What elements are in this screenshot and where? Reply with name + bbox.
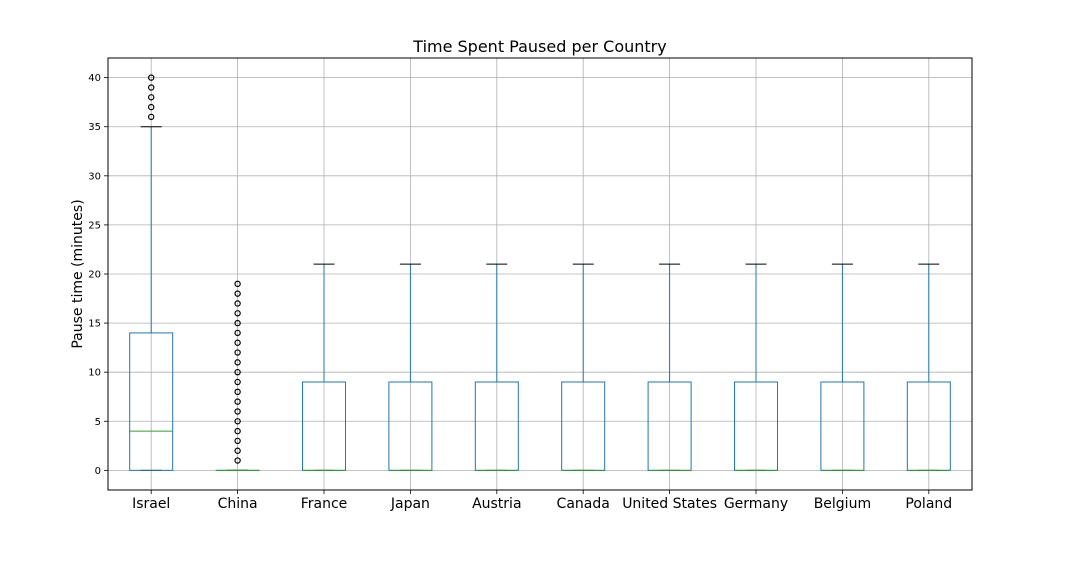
box-series <box>129 74 951 471</box>
box-israel <box>129 74 174 471</box>
box-united-states <box>647 263 692 471</box>
y-tick-label: 5 <box>95 417 101 428</box>
y-tick-label: 10 <box>88 368 101 379</box>
y-tick-label: 30 <box>88 171 101 182</box>
box-china <box>215 280 260 471</box>
flier-point <box>147 113 155 121</box>
y-tick-label: 0 <box>95 466 101 477</box>
flier-point <box>234 437 241 445</box>
x-tick-label: Poland <box>905 496 952 512</box>
box-poland <box>906 263 951 471</box>
flier-point <box>234 280 241 288</box>
flier-point <box>234 319 241 327</box>
y-tick-label: 35 <box>88 122 101 133</box>
flier-point <box>234 427 241 435</box>
flier-point <box>147 94 155 101</box>
box-germany <box>734 263 778 471</box>
flier-point <box>234 378 241 386</box>
box-japan <box>388 263 433 471</box>
box-austria <box>474 263 519 471</box>
box-france <box>302 263 346 471</box>
x-tick-label: United States <box>622 496 717 512</box>
y-tick-label: 15 <box>88 319 101 330</box>
flier-point <box>234 418 241 425</box>
y-tick-label: 40 <box>88 73 101 84</box>
flier-point <box>234 398 241 405</box>
flier-point <box>234 300 241 307</box>
flier-point <box>147 74 155 81</box>
flier-point <box>234 368 241 376</box>
y-axis-ticks: 0 5 10 15 20 25 30 35 40 <box>88 73 108 477</box>
y-tick-label: 20 <box>88 270 101 281</box>
x-tick-label: Belgium <box>814 496 871 512</box>
y-axis-label: Pause time (minutes) <box>70 199 86 348</box>
x-tick-label: Israel <box>132 496 170 512</box>
flier-point <box>234 388 241 396</box>
box-iqr <box>129 332 174 471</box>
flier-point <box>234 310 241 317</box>
x-tick-label: Austria <box>472 496 521 512</box>
flier-point <box>234 457 241 464</box>
flier-point <box>147 84 155 91</box>
flier-point <box>234 290 241 297</box>
chart-title: Time Spent Paused per Country <box>412 37 666 56</box>
flier-point <box>234 339 241 346</box>
flier-point <box>234 349 241 356</box>
box-belgium <box>820 263 865 471</box>
y-tick-label: 25 <box>88 220 101 231</box>
flier-point <box>234 408 241 415</box>
x-axis-ticks: Israel China France Japan Austria Canada Unite… <box>132 490 952 512</box>
x-tick-label: Canada <box>557 496 610 512</box>
x-tick-label: China <box>218 496 258 512</box>
x-tick-label: Japan <box>390 496 430 512</box>
x-tick-label: France <box>301 496 348 512</box>
flier-point <box>234 447 241 454</box>
flier-point <box>147 103 155 111</box>
x-tick-label: Germany <box>724 496 788 512</box>
flier-point <box>234 359 241 366</box>
flier-point <box>234 329 241 337</box>
box-canada <box>561 263 606 471</box>
